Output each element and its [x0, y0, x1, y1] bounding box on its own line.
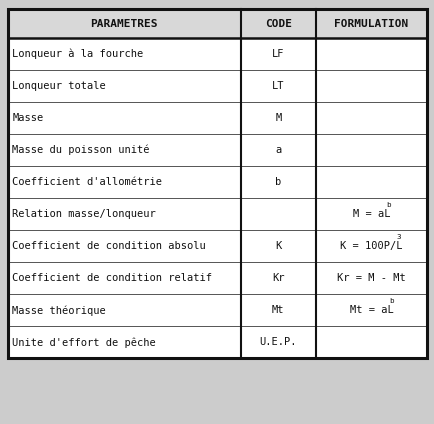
Bar [8, 9, 426, 358]
Text: Masse: Masse [12, 113, 43, 123]
Text: Lonqueur totale: Lonqueur totale [12, 81, 106, 91]
Text: PARAMETRES: PARAMETRES [90, 19, 158, 29]
Text: Coefficient d'allométrie: Coefficient d'allométrie [12, 177, 162, 187]
Text: Coefficient de condition relatif: Coefficient de condition relatif [12, 273, 212, 283]
Text: b: b [275, 177, 281, 187]
Text: Masse du poisson unité: Masse du poisson unité [12, 145, 149, 156]
Bar [8, 9, 426, 358]
Text: 3: 3 [396, 234, 401, 240]
Text: M = aL: M = aL [352, 209, 389, 219]
Text: Mt: Mt [271, 305, 284, 315]
Text: Mt = aL: Mt = aL [349, 305, 393, 315]
Text: K: K [275, 241, 281, 251]
Text: Lonqueur à la fourche: Lonqueur à la fourche [12, 49, 143, 59]
Text: Coefficient de condition absolu: Coefficient de condition absolu [12, 241, 205, 251]
Text: U.E.P.: U.E.P. [259, 337, 296, 347]
Text: FORMULATION: FORMULATION [334, 19, 408, 29]
Text: a: a [275, 145, 281, 155]
Text: Kr = M - Mt: Kr = M - Mt [336, 273, 405, 283]
Bar [8, 38, 426, 358]
Text: LT: LT [271, 81, 284, 91]
Text: K = 100P/L: K = 100P/L [339, 241, 402, 251]
Text: CODE: CODE [264, 19, 291, 29]
Text: Kr: Kr [271, 273, 284, 283]
Text: Relation masse/lonqueur: Relation masse/lonqueur [12, 209, 155, 219]
Text: b: b [386, 202, 390, 208]
Text: LF: LF [271, 49, 284, 59]
Text: Masse théorique: Masse théorique [12, 305, 106, 315]
Text: b: b [388, 298, 393, 304]
Bar [8, 9, 426, 38]
Text: M: M [275, 113, 281, 123]
Text: Unite d'effort de pêche: Unite d'effort de pêche [12, 337, 155, 348]
